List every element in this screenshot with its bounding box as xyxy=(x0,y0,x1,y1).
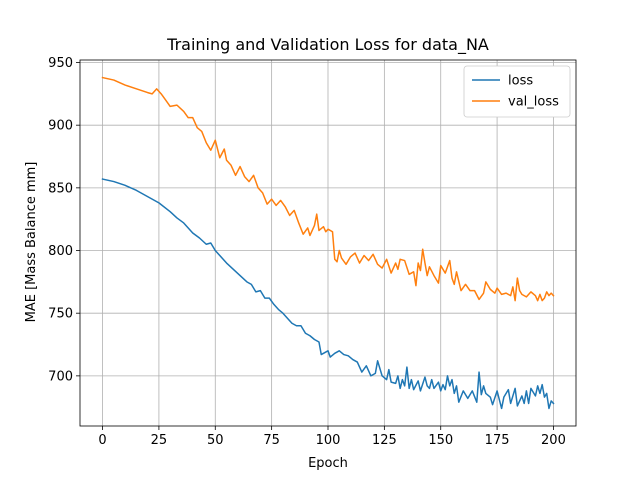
x-tick-label: 0 xyxy=(98,433,106,448)
axis-ticks: 0 25 50 75 100 125 150 175 200 700 750 800 850 900 950 xyxy=(48,56,566,448)
series-line-loss xyxy=(101,178,555,410)
grid xyxy=(80,60,576,426)
x-axis-label: Epoch xyxy=(308,456,348,471)
legend-label: loss xyxy=(508,74,533,89)
plot-series xyxy=(101,76,555,410)
x-tick-label: 50 xyxy=(207,433,224,448)
x-tick-label: 75 xyxy=(263,433,280,448)
legend-box xyxy=(463,65,571,118)
x-tick-label: 200 xyxy=(541,433,566,448)
legend-label: val_loss xyxy=(508,95,559,110)
chart-title: Training and Validation Loss for data_NA xyxy=(166,35,489,55)
y-tick-label: 750 xyxy=(48,307,73,322)
y-axis-label: MAE [Mass Balance mm] xyxy=(24,162,39,323)
y-tick-label: 850 xyxy=(48,181,73,196)
x-tick-label: 150 xyxy=(428,433,453,448)
x-tick-label: 175 xyxy=(485,433,510,448)
x-tick-label: 100 xyxy=(316,433,341,448)
series-line-val-loss xyxy=(101,76,555,302)
y-tick-label: 900 xyxy=(48,119,73,134)
x-tick-label: 25 xyxy=(151,433,168,448)
y-tick-label: 950 xyxy=(48,56,73,71)
y-tick-label: 800 xyxy=(48,244,73,259)
x-tick-label: 125 xyxy=(372,433,397,448)
y-tick-label: 700 xyxy=(48,369,73,384)
legend: loss val_loss xyxy=(463,65,571,118)
